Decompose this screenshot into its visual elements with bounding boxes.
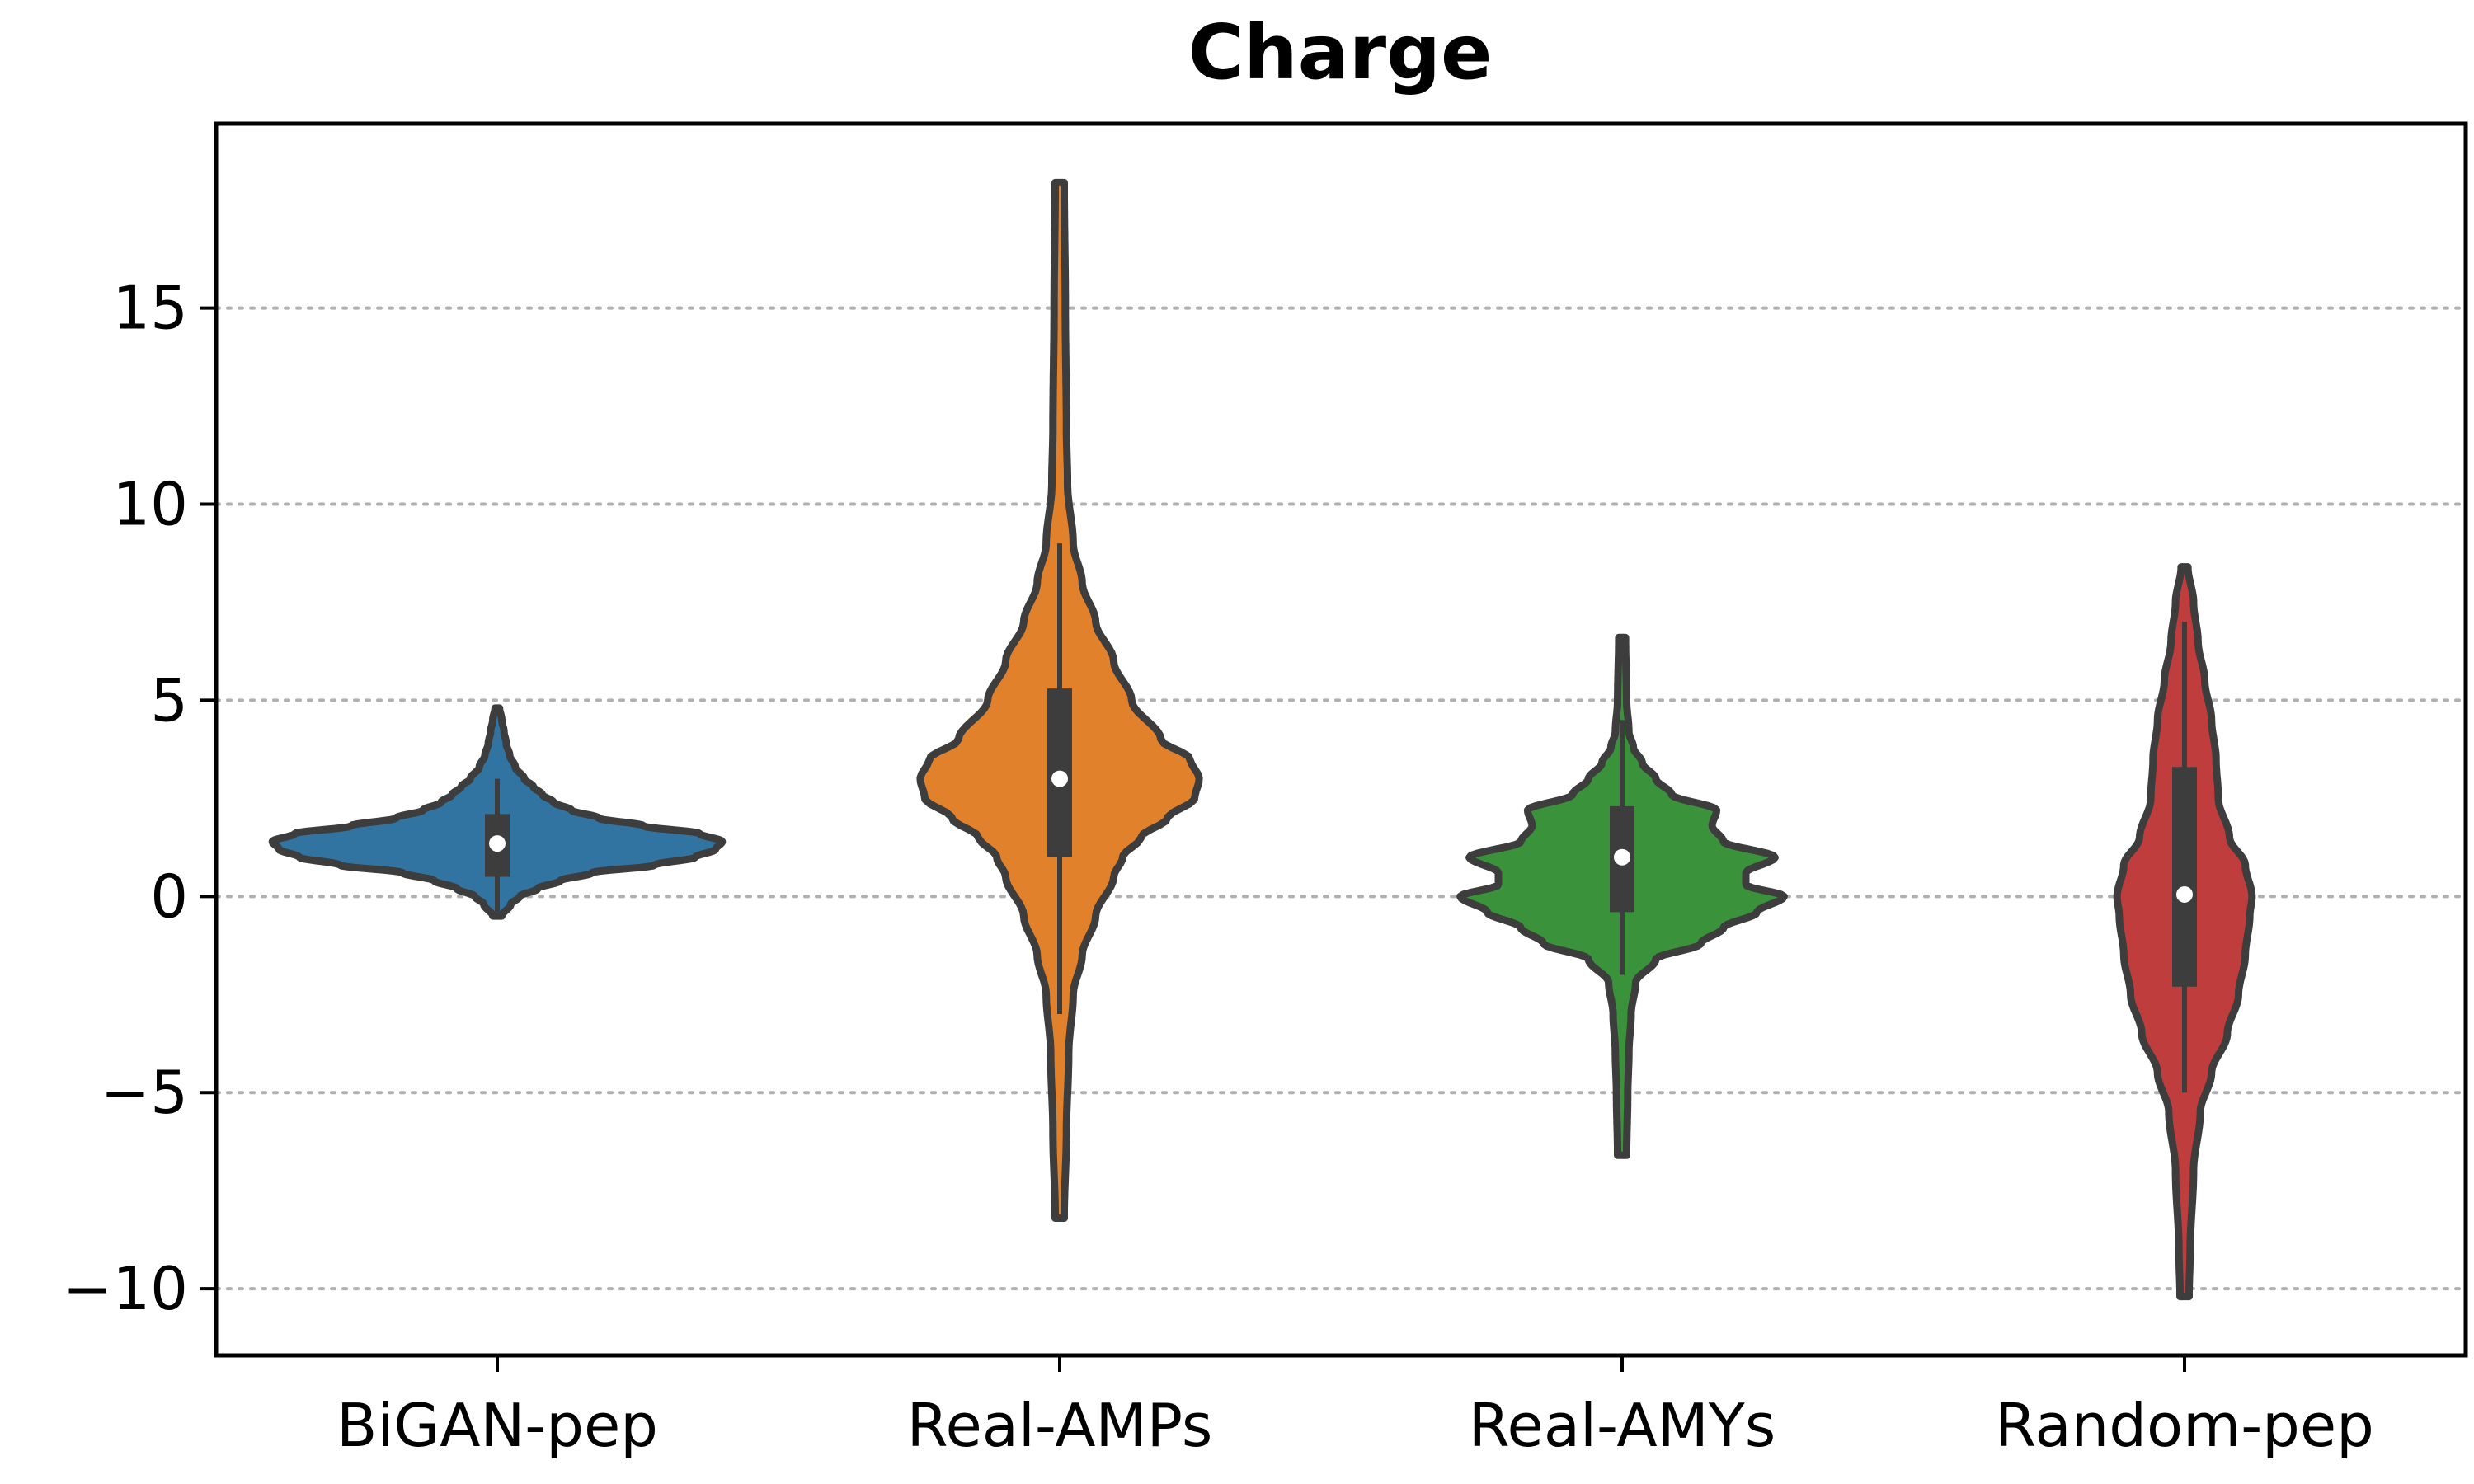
y-axis: −10 −5 0 5 10 15 [63, 274, 216, 1323]
violin-random-pep [2113, 563, 2256, 1301]
y-tick-label: −5 [101, 1058, 188, 1127]
violin-real-amys [1456, 633, 1788, 1159]
violin-median-dot [2176, 885, 2193, 903]
x-tick-label: Real-AMYs [1469, 1391, 1776, 1460]
violin-median-dot [1614, 848, 1630, 866]
chart-title: Charge [1188, 8, 1493, 96]
violin-median-dot [1051, 770, 1068, 787]
x-tick-label: BiGAN-pep [336, 1391, 658, 1460]
plot-frame [214, 121, 2468, 1358]
x-axis: BiGAN-pep Real-AMPs Real-AMYs Random-pep [336, 1355, 2374, 1460]
x-tick-label: Random-pep [1995, 1391, 2374, 1460]
y-tick-label: 5 [150, 665, 188, 735]
y-tick-label: 0 [150, 862, 188, 931]
x-tick-label: Real-AMPs [907, 1391, 1213, 1460]
violin-bigan-pep [268, 704, 727, 920]
y-tick-label: 15 [112, 274, 188, 343]
y-tick-label: −10 [63, 1254, 188, 1323]
grid-layer [214, 306, 2467, 1291]
violin-real-amps [916, 178, 1203, 1222]
violin-median-dot [489, 835, 506, 852]
violin-iqr-box [2172, 767, 2197, 987]
violin-layer [268, 178, 2256, 1301]
y-tick-label: 10 [112, 470, 188, 539]
